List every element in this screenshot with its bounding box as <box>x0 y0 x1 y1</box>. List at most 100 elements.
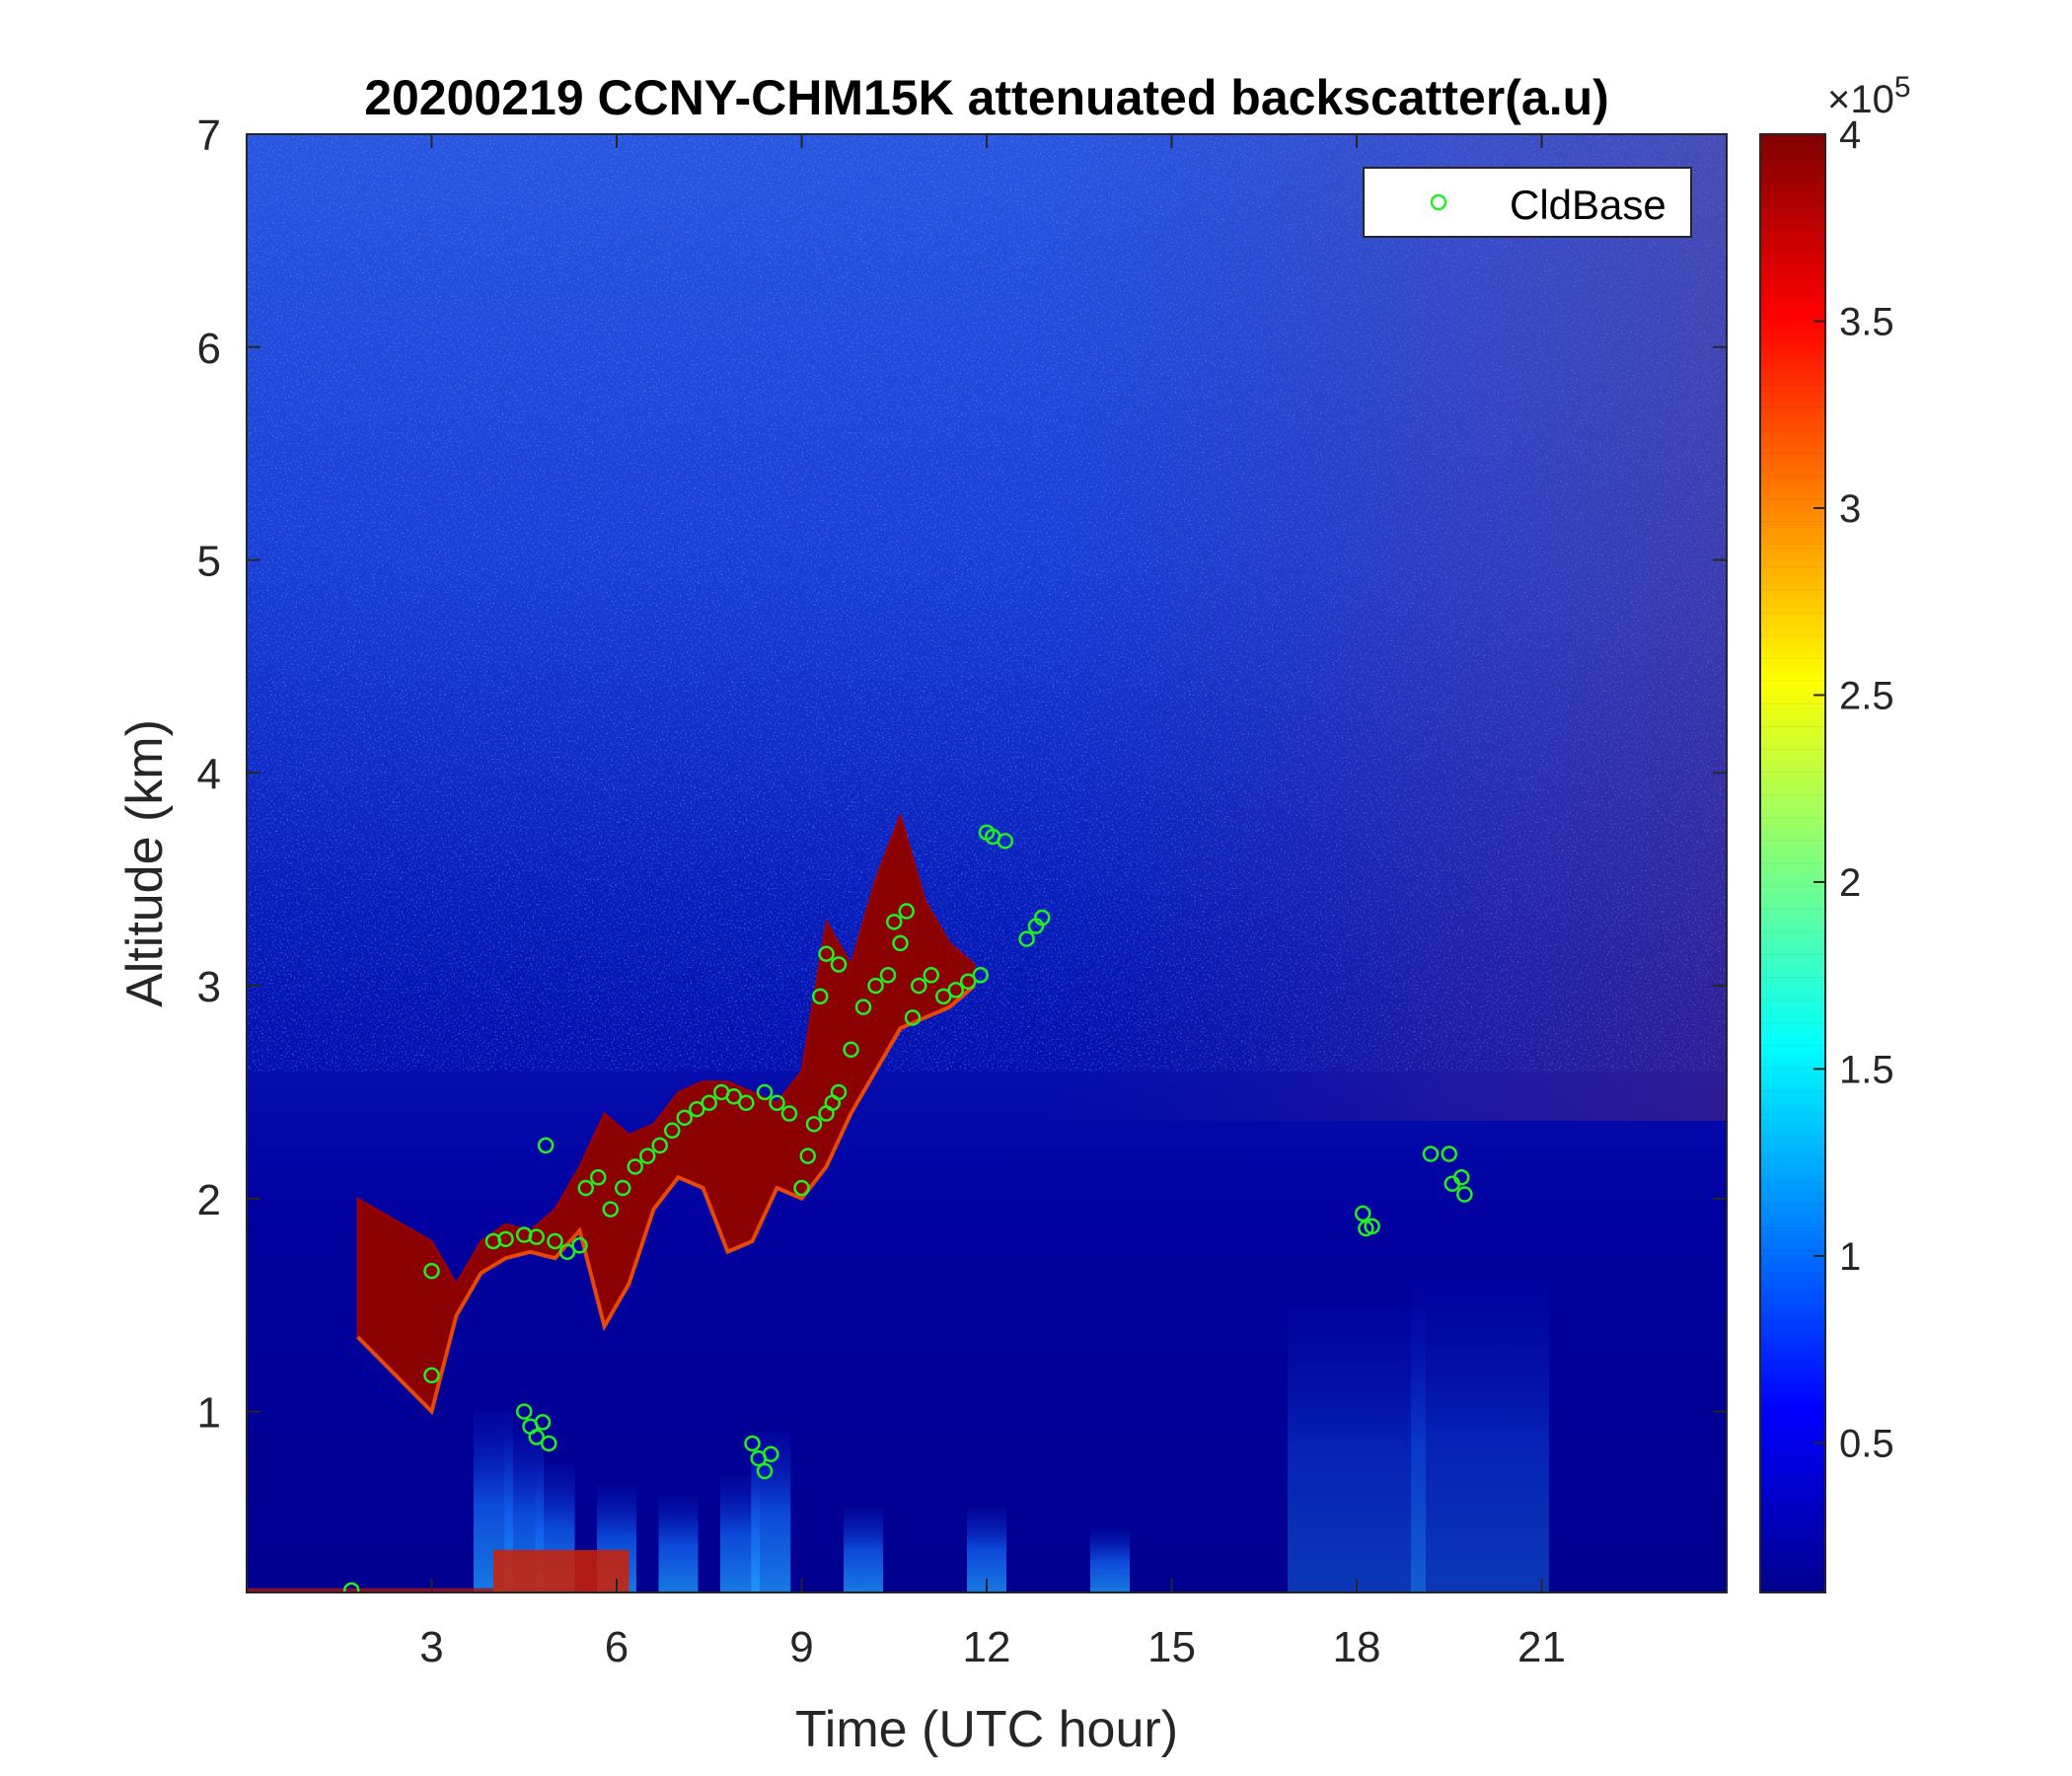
cloud-base-point <box>343 1582 360 1592</box>
cloud-base-point <box>867 977 884 995</box>
cloud-base-point <box>886 914 903 930</box>
colorbar-tick-label: 3 <box>1839 487 1861 531</box>
cloud-base-point <box>528 1429 545 1445</box>
x-axis-ticks: 3 6 9 12 15 18 21 <box>419 134 1566 1671</box>
cloud-base-point <box>892 934 909 952</box>
y-tick-label: 3 <box>197 963 221 1011</box>
colorbar-tick-label: 1.5 <box>1839 1048 1894 1091</box>
cloud-base-point <box>725 1088 742 1105</box>
x-tick-label: 21 <box>1517 1623 1566 1671</box>
cloud-base-point <box>1355 1205 1371 1222</box>
cloud-base-point <box>602 1201 619 1218</box>
colorbar-tick-label: 3.5 <box>1839 300 1894 343</box>
x-tick-label: 3 <box>419 1623 443 1671</box>
cloud-base-point <box>947 982 964 999</box>
cloud-base-point <box>577 1179 594 1197</box>
cloud-base-point <box>923 967 939 984</box>
legend-marker <box>1430 193 1447 211</box>
cloud-base-point <box>960 973 977 991</box>
cloud-base-point <box>780 1105 798 1122</box>
cloud-base-point <box>854 999 872 1015</box>
y-tick-label: 2 <box>197 1176 221 1224</box>
cloud-base-point <box>541 1435 557 1452</box>
cloud-base-point <box>1034 909 1051 926</box>
cloud-base-point <box>1422 1146 1440 1162</box>
colorbar-tick-label: 1 <box>1839 1235 1861 1279</box>
y-tick-label: 6 <box>197 325 221 373</box>
cloud-base-point <box>537 1137 555 1154</box>
cloud-base-point <box>799 1147 816 1164</box>
cloud-base-point <box>615 1179 631 1197</box>
cloud-base-point <box>805 1116 823 1133</box>
cloud-base-point <box>651 1137 668 1154</box>
cloud-base-point <box>676 1109 693 1127</box>
cloud-base-point <box>756 1083 774 1101</box>
cloud-base-point <box>763 1445 779 1463</box>
colorbar-ticks: 0.5 1 1.5 2 2.5 3 3.5 4 <box>1813 113 1894 1465</box>
cloud-base-point <box>738 1094 755 1111</box>
cloud-base-point <box>911 977 927 995</box>
cloud-base-point <box>558 1243 576 1261</box>
colorbar-exponent: ×105 <box>1827 71 1911 121</box>
cloud-layer-fringe <box>356 984 976 1416</box>
cloud-base-point <box>1456 1186 1473 1203</box>
cloud-base-point <box>423 1262 440 1280</box>
aerosol-layer <box>658 1496 699 1592</box>
cloud-base-point <box>571 1237 588 1254</box>
x-tick-label: 18 <box>1333 1623 1381 1671</box>
surface-signal <box>247 1549 629 1592</box>
cloud-base-point <box>547 1232 563 1250</box>
y-axis-label: Altitude (km) <box>116 719 174 1007</box>
cloud-base-point <box>769 1094 785 1111</box>
cloud-base-point <box>516 1403 533 1420</box>
cloud-base-point <box>689 1100 705 1118</box>
cloud-base-point <box>972 967 989 984</box>
aerosol-layer <box>1411 1284 1549 1592</box>
colorbar-tick-label: 4 <box>1839 113 1861 157</box>
colorbar-gradient <box>1760 134 1825 1592</box>
cloud-base-point <box>744 1435 761 1452</box>
cloud-base-point <box>904 1009 922 1026</box>
colorbar-box <box>1759 133 1826 1593</box>
aerosol-layer <box>967 1507 1006 1592</box>
cloud-base-point <box>664 1122 681 1140</box>
cloud-base-markers <box>343 824 1473 1592</box>
colorbar-tick-label: 2.5 <box>1839 674 1894 717</box>
y-tick-label: 1 <box>197 1389 221 1438</box>
y-axis-ticks: 1 2 3 4 5 6 7 <box>197 111 1727 1438</box>
colorbar-tick-label: 0.5 <box>1839 1422 1894 1465</box>
cloud-base-point <box>1364 1218 1380 1235</box>
x-tick-label: 6 <box>605 1623 629 1671</box>
legend-entry-cldbase: CldBase <box>1510 182 1666 228</box>
aerosol-layer <box>751 1433 791 1592</box>
y-tick-label: 7 <box>197 111 221 160</box>
cloud-base-point <box>1018 930 1035 947</box>
cloud-base-point <box>756 1462 774 1480</box>
colorbar-tick-label: 2 <box>1839 861 1861 905</box>
cloud-base-point <box>528 1228 545 1245</box>
cloud-base-point <box>898 903 915 920</box>
legend-box <box>1363 167 1692 238</box>
x-tick-label: 9 <box>789 1623 813 1671</box>
x-axis-label: Time (UTC hour) <box>795 1701 1178 1758</box>
y-tick-label: 4 <box>197 750 221 798</box>
cloud-base-point <box>1453 1169 1470 1186</box>
colorbar-bands <box>1760 156 1825 1571</box>
cloud-base-point <box>812 988 829 1005</box>
cloud-base-point <box>997 833 1013 850</box>
y-tick-label: 5 <box>197 538 221 586</box>
cloud-base-point <box>423 1367 440 1384</box>
cloud-base-point <box>627 1158 643 1175</box>
cloud-base-point <box>830 1083 848 1101</box>
chart-title: 20200219 CCNY-CHM15K attenuated backscat… <box>364 70 1609 125</box>
cloud-base-point <box>534 1414 552 1431</box>
x-tick-label: 15 <box>1147 1623 1196 1671</box>
cloud-base-point <box>843 1041 859 1059</box>
cloud-base-point <box>590 1169 607 1186</box>
cloud-base-point <box>879 967 897 984</box>
x-tick-label: 12 <box>963 1623 1011 1671</box>
cloud-base-point <box>830 956 848 973</box>
aerosol-layer <box>1090 1528 1130 1592</box>
cloud-base-point <box>935 988 952 1005</box>
